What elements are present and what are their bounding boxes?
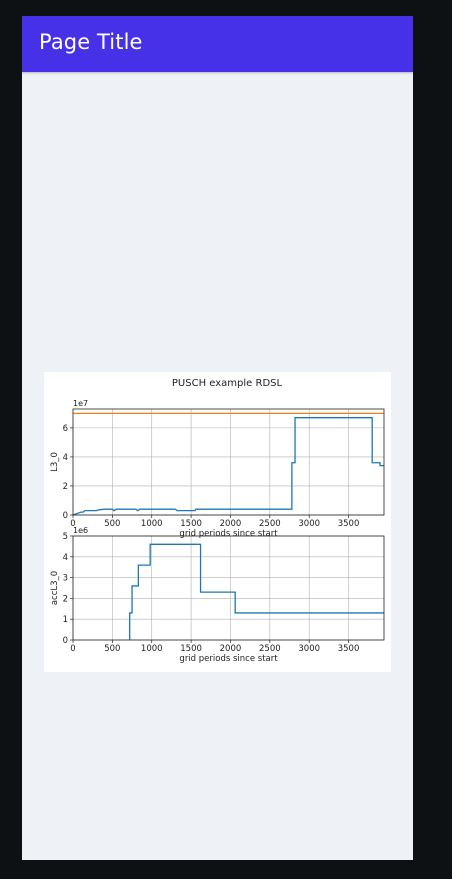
y-tick-label: 2: [63, 482, 68, 492]
phone-screen: Page Title PUSCH example RDSL 0 500 1000 15…: [22, 16, 413, 860]
y-tick-label: 1: [63, 615, 68, 625]
x-tick-label: 2500: [259, 644, 281, 654]
page-title: Page Title: [39, 30, 143, 54]
x-tick-label: 2000: [220, 519, 242, 529]
x-axis-label: grid periods since start: [179, 654, 278, 664]
axes-frame: [72, 535, 385, 641]
chart-suptitle: PUSCH example RDSL: [172, 378, 283, 389]
chart-svg: PUSCH example RDSL 0 500 1000 1500 2000 2500 3…: [50, 378, 385, 664]
y-tick-label: 6: [63, 424, 68, 434]
y-tick-label: 0: [63, 511, 68, 521]
x-tick-label: 3500: [338, 644, 360, 654]
y-tick-label: 4: [63, 453, 68, 463]
x-tick-label: 3500: [338, 519, 360, 529]
series-line-accl3-0: [129, 543, 384, 640]
y-tick-label: 0: [63, 636, 68, 646]
y-tick-label: 3: [63, 574, 68, 584]
x-axis-label: grid periods since start: [179, 529, 278, 539]
x-tick-label: 2000: [220, 644, 242, 654]
plot-accl3: 0 500 1000 1500 2000 2500 3000 3500 0 1 2 3 4 5 1e6 acc…: [50, 526, 385, 664]
axes-frame: [72, 408, 385, 516]
x-tick-label: 1500: [180, 644, 202, 654]
y-tick-label: 5: [63, 532, 68, 542]
x-tick-label: 3000: [298, 644, 320, 654]
x-tick-label: 1000: [141, 519, 163, 529]
app-bar: Page Title: [22, 16, 413, 72]
plot-l3: 0 500 1000 1500 2000 2500 3000 3500 0 2 4 6 1e7 L3_0g…: [50, 399, 385, 539]
x-tick-label: 2500: [259, 519, 281, 529]
y-tick-label: 2: [63, 594, 68, 604]
x-tick-label: 500: [104, 519, 120, 529]
y-multiplier-label: 1e7: [73, 399, 88, 408]
y-tick-label: 4: [63, 553, 68, 563]
x-tick-label: 0: [70, 644, 75, 654]
chart-figure: PUSCH example RDSL 0 500 1000 1500 2000 2500 3…: [44, 372, 391, 672]
y-multiplier-label: 1e6: [73, 526, 88, 535]
x-tick-label: 1000: [141, 644, 163, 654]
x-tick-label: 0: [70, 519, 75, 529]
y-axis-label: accL3_0: [50, 571, 60, 605]
y-axis-label: L3_0: [50, 452, 60, 472]
series-line-l3-0: [72, 417, 384, 516]
x-tick-label: 3000: [298, 519, 320, 529]
x-tick-label: 500: [104, 644, 120, 654]
x-tick-label: 1500: [180, 519, 202, 529]
